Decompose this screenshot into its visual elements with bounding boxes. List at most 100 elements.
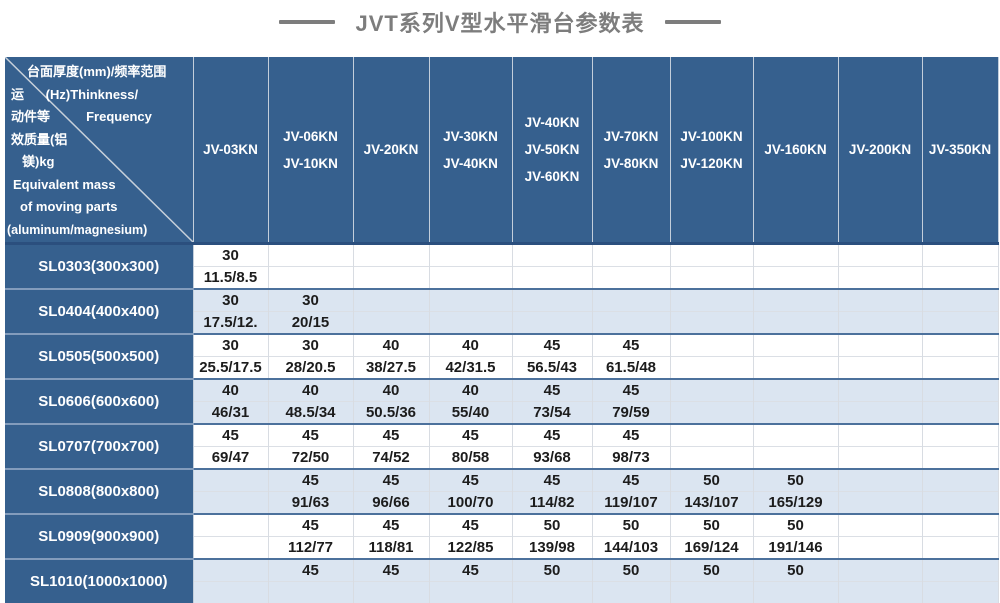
data-cell xyxy=(922,513,999,559)
table-row: SL1010(1000x1000) 45 45 45 50 50 50 50 xyxy=(5,558,999,603)
mass-value xyxy=(671,267,753,288)
data-cell xyxy=(353,288,430,334)
data-cell xyxy=(838,243,923,289)
thickness-value: 45 xyxy=(592,380,670,402)
column-header-jv-30kn-jv-40kn: JV-30KN JV-40KN xyxy=(429,57,513,245)
data-cell xyxy=(670,243,754,289)
mass-value xyxy=(194,492,268,513)
column-header-label: JV-80KN xyxy=(603,155,659,171)
row-label-sl0808: SL0808(800x800) xyxy=(5,468,194,514)
data-cell xyxy=(429,243,513,289)
data-cell: 50 xyxy=(512,558,593,603)
data-cell: 45 xyxy=(268,558,354,603)
mass-value xyxy=(354,582,429,603)
thickness-value xyxy=(670,245,753,267)
title-dash-right-icon xyxy=(664,20,721,24)
column-header-jv-200kn: JV-200KN xyxy=(838,57,923,245)
thickness-value xyxy=(922,560,998,582)
mass-value xyxy=(593,312,670,333)
data-cell: 40 50.5/36 xyxy=(353,378,430,424)
data-cell: 45 93/68 xyxy=(512,423,593,469)
mass-value xyxy=(194,537,268,558)
thickness-value: 45 xyxy=(353,560,429,582)
column-header-jv-100kn-jv-120kn: JV-100KN JV-120KN xyxy=(670,57,754,245)
mass-value xyxy=(754,267,838,288)
data-cell: 45 122/85 xyxy=(429,513,513,559)
column-header-label: JV-120KN xyxy=(680,155,743,171)
thickness-value xyxy=(592,245,670,267)
mass-value: 80/58 xyxy=(451,449,490,466)
mass-value xyxy=(839,267,922,288)
thickness-value xyxy=(512,245,592,267)
row-label-sl1010: SL1010(1000x1000) xyxy=(5,558,194,603)
thickness-value: 30 xyxy=(193,335,268,357)
page-title: JVT系列V型水平滑台参数表 xyxy=(355,11,645,36)
thickness-value: 45 xyxy=(353,425,429,447)
thickness-value xyxy=(922,425,998,447)
table-row: SL0303(300x300) 30 11.5/8.5 xyxy=(5,243,999,289)
thickness-value xyxy=(922,380,998,402)
thickness-value: 40 xyxy=(353,380,429,402)
data-cell xyxy=(592,243,671,289)
mass-value xyxy=(671,447,753,468)
mass-value: 144/103 xyxy=(603,539,659,556)
data-cell xyxy=(512,288,593,334)
mass-value xyxy=(513,267,592,288)
data-cell xyxy=(193,513,269,559)
thickness-value: 50 xyxy=(753,560,838,582)
data-cell xyxy=(268,243,354,289)
corner-line: Equivalent mass xyxy=(13,176,116,192)
column-header-label: JV-30KN xyxy=(443,128,498,144)
column-header-label: JV-06KN xyxy=(283,128,338,144)
corner-line: 效质量(铝 xyxy=(11,131,68,147)
data-cell xyxy=(922,423,999,469)
mass-value: 50.5/36 xyxy=(365,404,417,421)
mass-value xyxy=(839,492,922,513)
column-header-jv-03kn: JV-03KN xyxy=(193,57,269,245)
column-header-jv-350kn: JV-350KN xyxy=(922,57,999,245)
mass-value xyxy=(839,312,922,333)
row-label-sl0303: SL0303(300x300) xyxy=(5,243,194,289)
column-header-label: JV-40KN xyxy=(524,115,580,130)
mass-value xyxy=(671,357,753,378)
corner-header-cell: 台面厚度(mm)/频率范围运 (Hz)Thinkness/动件等 Frequen… xyxy=(5,57,194,245)
column-header-label: JV-10KN xyxy=(283,155,338,171)
mass-value: 38/27.5 xyxy=(365,359,417,376)
thickness-value: 50 xyxy=(592,560,670,582)
thickness-value: 50 xyxy=(670,470,753,492)
thickness-value xyxy=(922,335,998,357)
thickness-value: 30 xyxy=(268,290,353,312)
mass-value xyxy=(923,357,998,378)
data-cell: 50 191/146 xyxy=(753,513,839,559)
mass-value: 122/85 xyxy=(447,539,494,556)
data-cell: 50 169/124 xyxy=(670,513,754,559)
thickness-value: 30 xyxy=(193,290,268,312)
data-cell: 45 98/73 xyxy=(592,423,671,469)
thickness-value: 45 xyxy=(592,335,670,357)
data-cell: 30 17.5/12. xyxy=(193,288,269,334)
thickness-value: 50 xyxy=(512,515,592,537)
data-cell: 45 74/52 xyxy=(353,423,430,469)
mass-value: 191/146 xyxy=(768,539,823,556)
thickness-value xyxy=(838,560,922,582)
column-header-label: JV-70KN xyxy=(603,128,659,144)
title-bar: JVT系列V型水平滑台参数表 xyxy=(0,0,1000,44)
data-cell: 30 28/20.5 xyxy=(268,333,354,379)
thickness-value xyxy=(838,425,922,447)
mass-value xyxy=(839,537,922,558)
mass-value xyxy=(839,402,922,423)
data-cell xyxy=(429,288,513,334)
mass-value xyxy=(923,402,998,423)
thickness-value: 45 xyxy=(353,515,429,537)
thickness-value: 50 xyxy=(753,470,838,492)
data-cell xyxy=(753,423,839,469)
thickness-value: 50 xyxy=(512,560,592,582)
data-cell: 45 79/59 xyxy=(592,378,671,424)
data-cell: 45 61.5/48 xyxy=(592,333,671,379)
corner-line: 台面厚度(mm)/频率范围 xyxy=(27,64,167,79)
data-cell xyxy=(753,288,839,334)
mass-value: 20/15 xyxy=(291,314,330,331)
mass-value xyxy=(354,267,429,288)
data-cell: 45 73/54 xyxy=(512,378,593,424)
data-cell: 45 118/81 xyxy=(353,513,430,559)
